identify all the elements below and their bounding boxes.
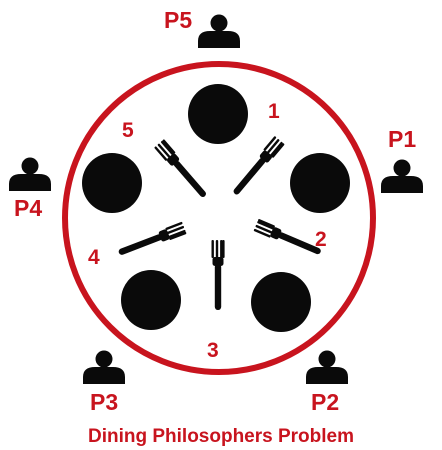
philosopher-p2-label: P2 [311, 389, 339, 415]
philosopher-p3-label: P3 [90, 389, 118, 415]
fork-5-label: 5 [122, 119, 134, 142]
philosopher-p5-label: P5 [164, 7, 192, 33]
plate-bottom-right [251, 272, 311, 332]
philosopher-p1-person-icon [381, 159, 423, 193]
plate-bottom-left [121, 270, 181, 330]
diagram-title: Dining Philosophers Problem [88, 426, 354, 447]
plate-right [290, 153, 350, 213]
philosopher-p1-label: P1 [388, 126, 416, 152]
philosopher-p2-person-icon [306, 350, 348, 384]
fork-4-label: 4 [88, 246, 100, 269]
philosopher-p4-person-icon [9, 157, 51, 191]
philosopher-p5-person-icon [198, 14, 240, 48]
fork-1-label: 1 [268, 100, 280, 123]
fork-2-label: 2 [315, 228, 327, 251]
fork-3-label: 3 [207, 339, 219, 362]
philosopher-p3-person-icon [83, 350, 125, 384]
plate-top [188, 84, 248, 144]
philosopher-p4-label: P4 [14, 195, 42, 221]
plate-left [82, 153, 142, 213]
